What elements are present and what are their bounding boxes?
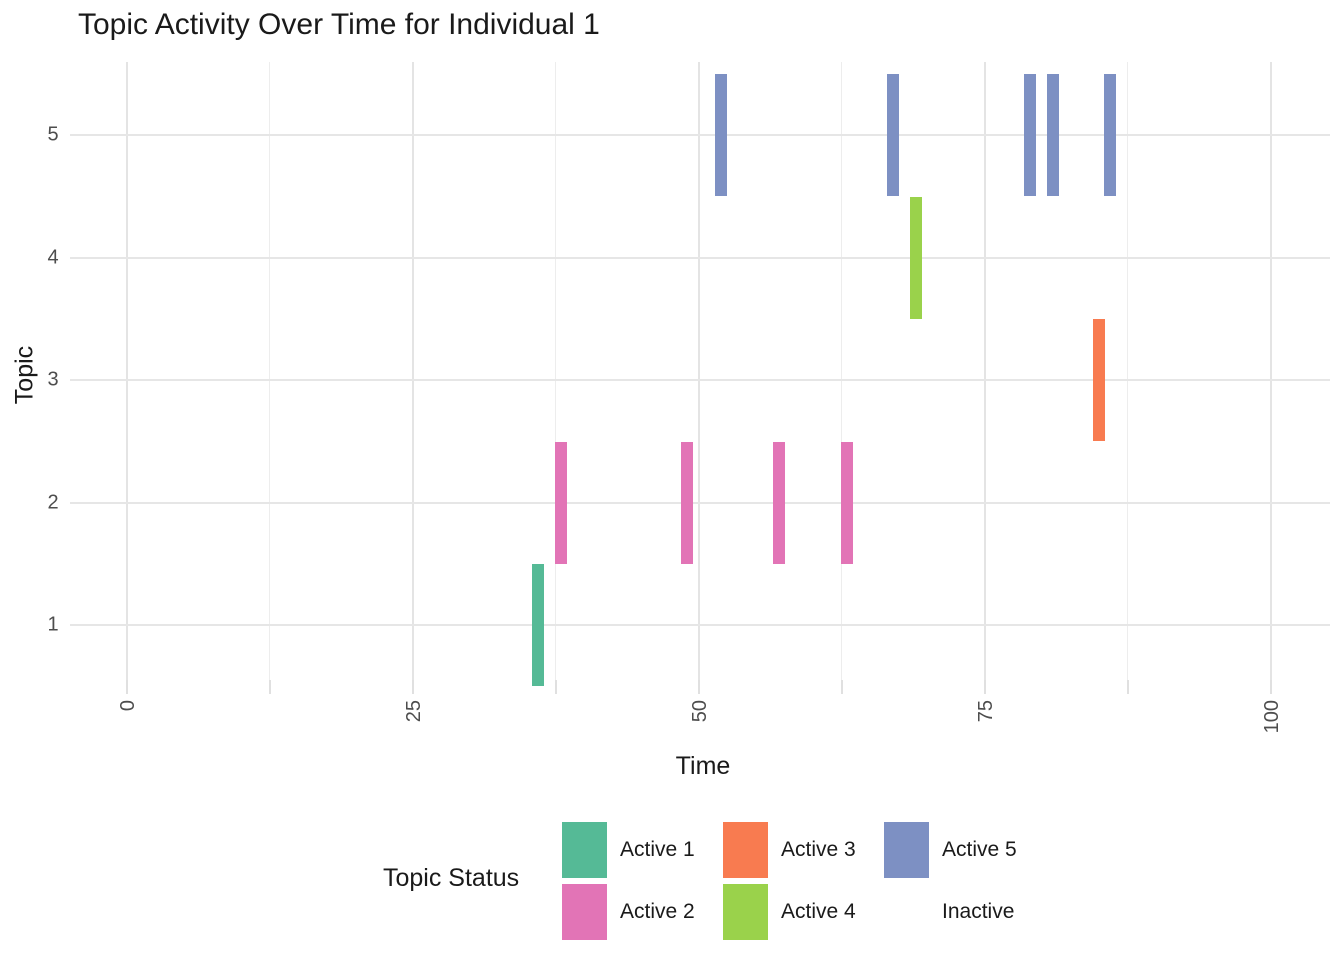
activity-tile-topic5 <box>1024 74 1037 196</box>
gridline-y-major <box>70 256 1330 259</box>
x-tick-label: 75 <box>974 700 997 723</box>
x-axis-tick <box>983 680 986 694</box>
x-axis-tick <box>268 680 271 694</box>
legend-column: Active 1 Active 2 <box>562 822 695 940</box>
gridline-y-major <box>70 501 1330 504</box>
activity-tile-topic3 <box>1092 319 1105 441</box>
legend-label: Active 4 <box>781 900 856 923</box>
activity-tile-topic5 <box>1047 74 1060 196</box>
legend-swatch-icon <box>562 822 607 878</box>
legend-key: Active 2 <box>562 884 695 940</box>
legend-label: Active 1 <box>620 838 695 861</box>
gridline-x-minor <box>269 62 270 680</box>
legend-key: Active 4 <box>723 884 856 940</box>
activity-tile-topic2 <box>772 441 785 564</box>
legend-swatch-icon <box>562 884 607 940</box>
y-tick-label: 3 <box>47 368 59 391</box>
activity-tile-topic2 <box>841 441 854 564</box>
x-axis-tick <box>1126 680 1129 694</box>
x-axis-tick <box>125 680 128 694</box>
x-axis-tick <box>1269 680 1272 694</box>
x-axis-tick <box>697 680 700 694</box>
gridline-y-major <box>70 379 1330 381</box>
activity-tile-topic1 <box>532 564 545 686</box>
legend-key: Active 5 <box>884 822 1017 878</box>
activity-tile-topic4 <box>909 196 922 319</box>
legend-swatch-icon <box>723 822 768 878</box>
legend-swatch-icon <box>884 822 929 878</box>
y-tick-label: 2 <box>47 491 59 513</box>
activity-tile-topic5 <box>1104 74 1117 196</box>
gridline-y-major <box>70 134 1330 136</box>
gridline-x-major <box>983 62 986 680</box>
legend-key: Active 1 <box>562 822 695 878</box>
gridline-x-minor <box>841 62 842 680</box>
legend-swatch-icon <box>884 884 929 940</box>
legend-title: Topic Status <box>383 864 520 892</box>
legend-label: Inactive <box>942 900 1015 923</box>
gridline-x-minor <box>555 62 556 680</box>
legend-key: Inactive <box>884 884 1017 940</box>
legend-label: Active 2 <box>620 900 695 923</box>
legend-label: Active 5 <box>942 838 1017 861</box>
x-axis-tick <box>840 680 843 694</box>
legend-column: Active 5 Inactive <box>884 822 1017 940</box>
y-axis-title: Topic <box>10 345 39 405</box>
x-axis-title: Time <box>675 752 731 780</box>
x-tick-label: 0 <box>116 700 139 712</box>
gridline-x-major <box>125 62 128 680</box>
activity-tile-topic5 <box>715 74 728 196</box>
activity-tile-topic2 <box>681 441 694 564</box>
y-tick-label: 1 <box>47 613 59 636</box>
x-axis-tick <box>554 680 557 694</box>
x-axis-tick <box>411 680 414 694</box>
x-tick-label: 25 <box>402 700 425 723</box>
gridline-x-major <box>411 62 414 680</box>
gridline-x-minor <box>1127 62 1128 680</box>
y-tick-label: 5 <box>47 123 59 146</box>
chart-title: Topic Activity Over Time for Individual … <box>78 8 600 41</box>
activity-tile-topic2 <box>555 441 568 564</box>
x-tick-label: 100 <box>1260 700 1283 734</box>
gridline-y-major <box>70 624 1330 626</box>
legend-label: Active 3 <box>781 838 856 861</box>
legend-swatch-icon <box>723 884 768 940</box>
legend-column: Active 3 Active 4 <box>723 822 856 940</box>
y-tick-label: 4 <box>47 246 59 268</box>
activity-tile-topic5 <box>886 74 899 196</box>
x-tick-label: 50 <box>688 700 711 723</box>
legend-key: Active 3 <box>723 822 856 878</box>
gridline-x-major <box>697 62 700 680</box>
gridline-x-major <box>1269 62 1272 680</box>
